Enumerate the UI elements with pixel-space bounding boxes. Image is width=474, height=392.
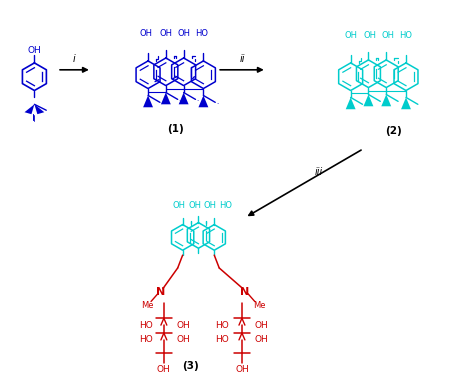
Text: (3): (3) — [182, 361, 199, 370]
Text: OH: OH — [172, 201, 185, 211]
Polygon shape — [364, 94, 374, 106]
Text: (2): (2) — [385, 126, 401, 136]
Text: HO: HO — [400, 31, 412, 40]
Text: ·: · — [179, 98, 181, 104]
Text: OH: OH — [344, 31, 357, 40]
Text: OH: OH — [204, 201, 217, 211]
Text: OH: OH — [139, 29, 153, 38]
Text: HO: HO — [215, 321, 229, 330]
Text: OH: OH — [235, 365, 249, 374]
Text: ·: · — [196, 98, 199, 104]
Text: OH: OH — [255, 321, 269, 330]
Text: OH: OH — [27, 45, 41, 54]
Polygon shape — [199, 95, 209, 107]
Text: HO: HO — [139, 336, 153, 345]
Text: HO: HO — [195, 29, 208, 38]
Polygon shape — [35, 104, 44, 114]
Text: N: N — [240, 287, 249, 297]
Text: OH: OH — [189, 201, 202, 211]
Text: ·: · — [216, 101, 219, 107]
Text: N: N — [156, 287, 165, 297]
Text: OH: OH — [364, 31, 377, 40]
Text: OH: OH — [382, 31, 395, 40]
Polygon shape — [179, 93, 189, 104]
Text: (1): (1) — [167, 124, 184, 134]
Text: OH: OH — [177, 336, 191, 345]
Polygon shape — [25, 104, 35, 114]
Text: OH: OH — [177, 29, 190, 38]
Text: OH: OH — [177, 321, 191, 330]
Polygon shape — [346, 98, 356, 109]
Text: OH: OH — [157, 365, 171, 374]
Text: OH: OH — [159, 29, 173, 38]
Text: i: i — [73, 54, 75, 64]
Text: HO: HO — [139, 321, 153, 330]
Polygon shape — [401, 98, 411, 109]
Text: HO: HO — [219, 201, 232, 211]
Polygon shape — [143, 95, 153, 107]
Text: ·: · — [161, 101, 163, 107]
Text: Me: Me — [141, 301, 153, 310]
Text: ii: ii — [239, 54, 245, 64]
Text: iii: iii — [315, 167, 323, 177]
Polygon shape — [381, 94, 391, 106]
Text: OH: OH — [255, 336, 269, 345]
Text: HO: HO — [215, 336, 229, 345]
Polygon shape — [161, 93, 171, 104]
Text: Me: Me — [254, 301, 266, 310]
